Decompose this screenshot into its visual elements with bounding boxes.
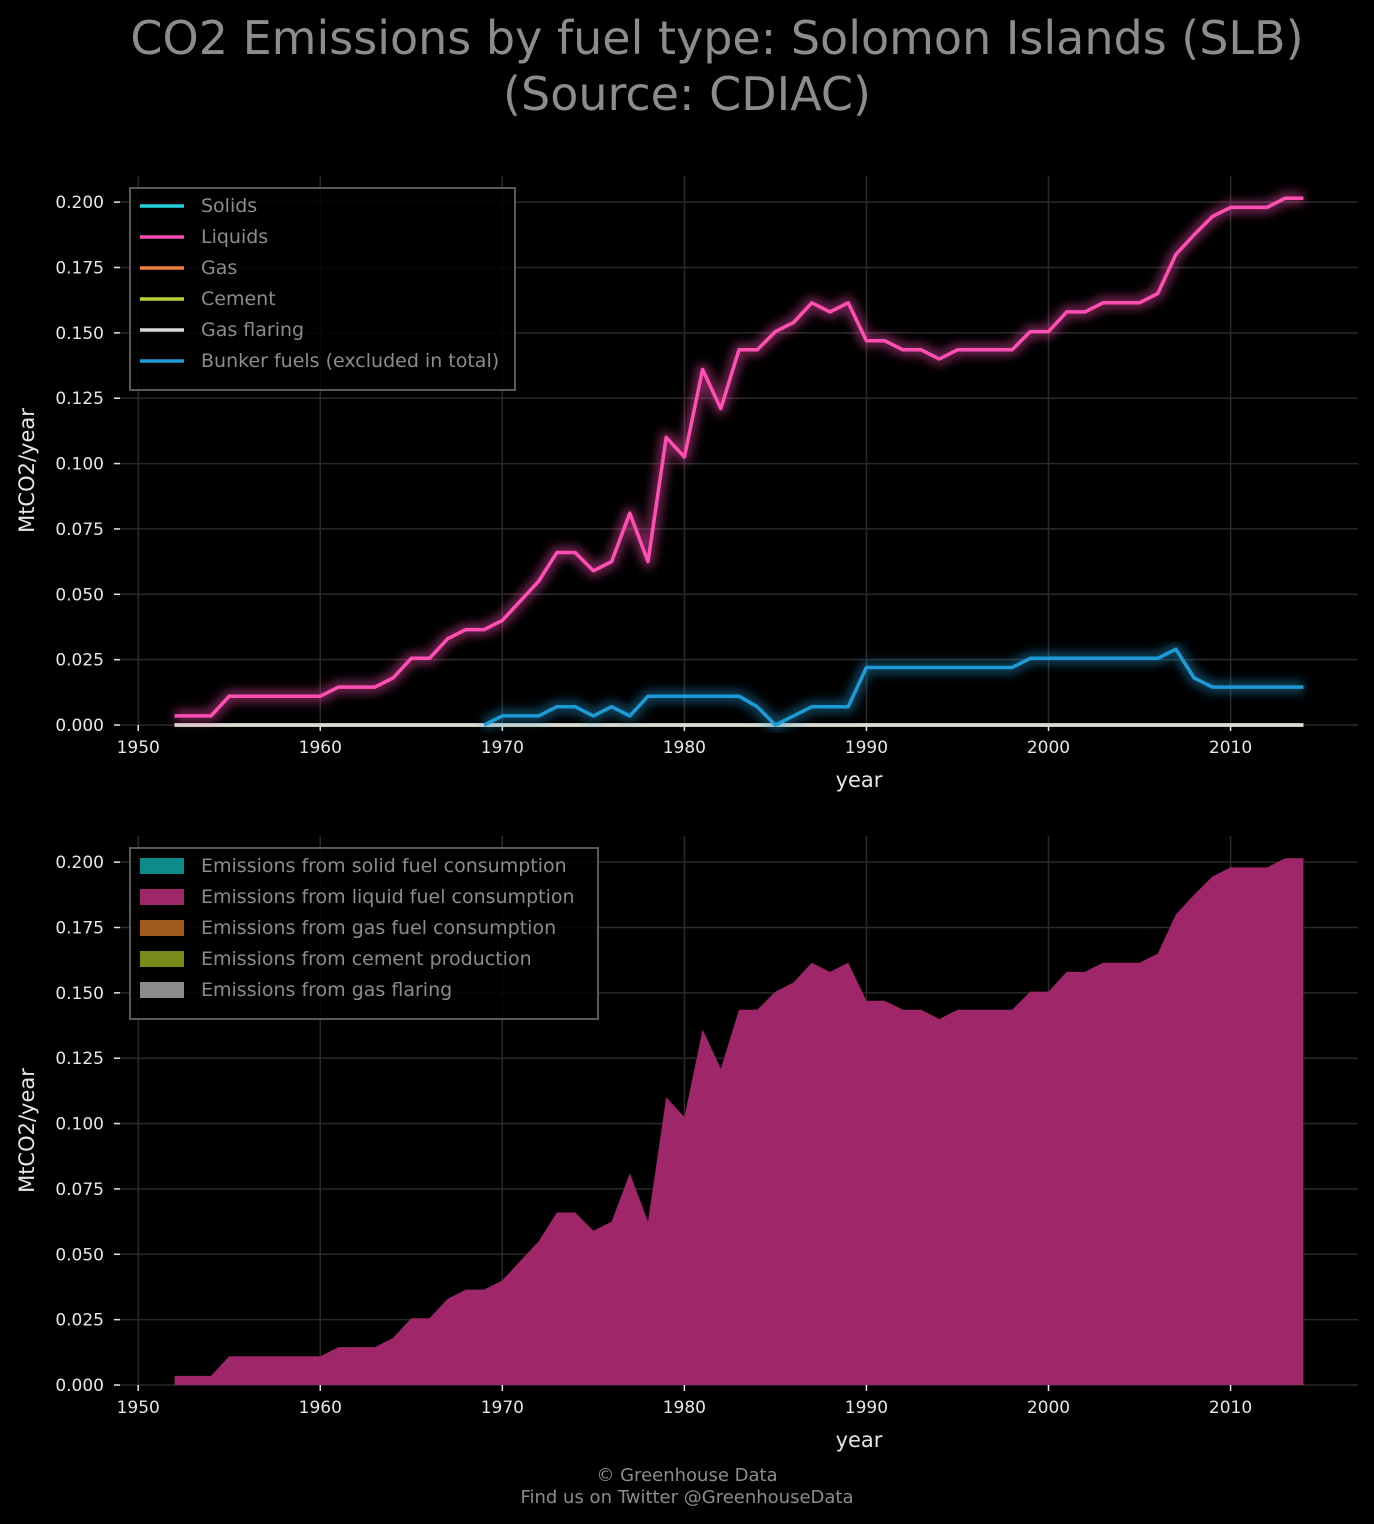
- y-tick-label: 0.100: [55, 1115, 104, 1135]
- y-tick-label: 0.200: [55, 193, 104, 213]
- x-tick-label: 1980: [663, 1398, 706, 1418]
- y-tick-label: 0.125: [55, 1049, 104, 1069]
- area-series: [174, 858, 1304, 1385]
- legend-label: Emissions from gas fuel consumption: [201, 917, 556, 939]
- y-tick-label: 0.050: [55, 1245, 104, 1265]
- y-axis-label: MtCO2/year: [15, 408, 39, 533]
- x-tick-label: 1970: [481, 738, 524, 758]
- y-tick-label: 0.150: [55, 984, 104, 1004]
- y-tick-label: 0.125: [55, 389, 104, 409]
- x-tick-label: 1950: [117, 738, 160, 758]
- legend-label: Gas: [201, 257, 237, 279]
- y-tick-label: 0.175: [55, 259, 104, 279]
- legend-label: Liquids: [201, 226, 268, 248]
- line-chart: 1950 1960 1970 1980 1990 2000 2010 0.000 0.025 0.…: [15, 176, 1358, 792]
- stacked-area-chart: 1950 1960 1970 1980 1990 2000 2010 0.000 0.025 0.…: [15, 836, 1358, 1452]
- legend-box: [129, 847, 599, 1020]
- x-tick-label: 1990: [845, 738, 888, 758]
- y-tick-label: 0.100: [55, 455, 104, 475]
- legend-label: Solids: [201, 195, 257, 217]
- x-tick-label: 1960: [299, 1398, 342, 1418]
- chart-title: CO2 Emissions by fuel type: Solomon Isla…: [130, 11, 1304, 65]
- legend-swatch: [140, 951, 184, 967]
- legend-label: Cement: [201, 288, 276, 310]
- x-tick-label: 2000: [1027, 738, 1070, 758]
- y-tick-label: 0.000: [55, 1376, 104, 1396]
- legend-label: Bunker fuels (excluded in total): [201, 350, 499, 372]
- footer-copyright: © Greenhouse Data: [596, 1465, 778, 1486]
- x-tick-label: 2010: [1209, 1398, 1252, 1418]
- x-axis-label: year: [836, 768, 883, 792]
- chart-subtitle: (Source: CDIAC): [503, 67, 871, 121]
- y-tick-label: 0.200: [55, 853, 104, 873]
- y-tick-label: 0.050: [55, 585, 104, 605]
- footer-twitter: Find us on Twitter @GreenhouseData: [520, 1487, 854, 1508]
- y-tick-label: 0.025: [55, 651, 104, 671]
- series-line-glow: [481, 643, 1304, 731]
- legend-label: Emissions from liquid fuel consumption: [201, 886, 575, 908]
- y-tick-label: 0.150: [55, 324, 104, 344]
- x-tick-label: 2000: [1027, 1398, 1070, 1418]
- x-tick-label: 1970: [481, 1398, 524, 1418]
- x-tick-label: 1960: [299, 738, 342, 758]
- legend-box: [129, 187, 516, 391]
- x-axis-label: year: [836, 1428, 883, 1452]
- series-line: [174, 196, 1304, 718]
- legend-label: Emissions from gas flaring: [201, 979, 452, 1001]
- x-tick-label: 1990: [845, 1398, 888, 1418]
- legend-label: Gas flaring: [201, 319, 304, 341]
- legend-swatch: [140, 858, 184, 874]
- y-axis-label: MtCO2/year: [15, 1068, 39, 1193]
- y-tick-label: 0.175: [55, 919, 104, 939]
- y-tick-label: 0.075: [55, 1180, 104, 1200]
- y-tick-label: 0.000: [55, 716, 104, 736]
- x-tick-label: 1980: [663, 738, 706, 758]
- x-tick-label: 2010: [1209, 738, 1252, 758]
- legend-swatch: [140, 982, 184, 998]
- y-tick-label: 0.075: [55, 520, 104, 540]
- legend-swatch: [140, 889, 184, 905]
- series-line: [483, 647, 1304, 727]
- legend-label: Emissions from solid fuel consumption: [201, 855, 567, 877]
- x-tick-label: 1950: [117, 1398, 160, 1418]
- legend-swatch: [140, 920, 184, 936]
- y-tick-label: 0.025: [55, 1311, 104, 1331]
- legend-label: Emissions from cement production: [201, 948, 532, 970]
